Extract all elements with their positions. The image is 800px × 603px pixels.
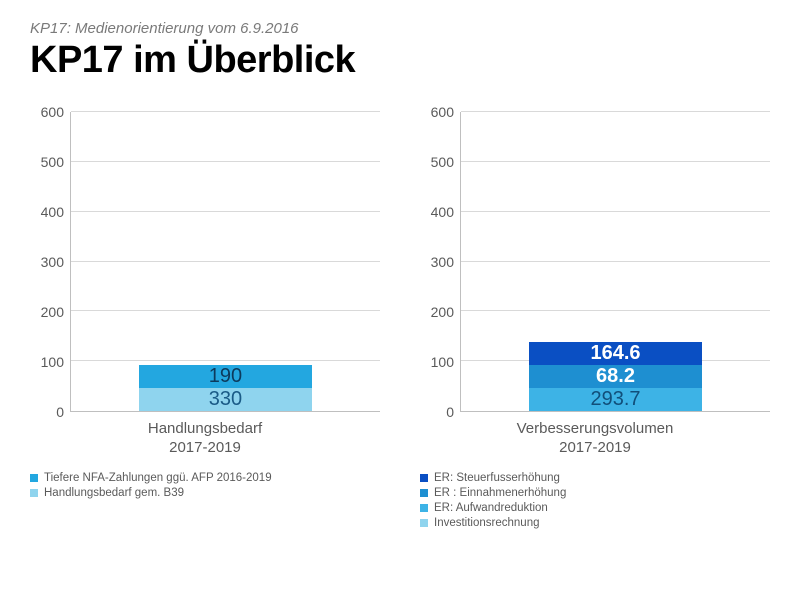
x-label-left-line1: Handlungsbedarf [148,420,262,437]
legend-label: ER : Einnahmenerhöhung [434,487,566,499]
grid-line [71,360,380,361]
y-tick: 400 [431,204,454,220]
grid-line [461,111,770,112]
y-tick: 600 [431,104,454,120]
x-label-right: Verbesserungsvolumen 2017-2019 [420,420,770,458]
grid-line [461,161,770,162]
grid-line [71,310,380,311]
bar-segment: 190 [139,365,312,388]
grid-line [71,211,380,212]
y-tick: 300 [431,254,454,270]
charts-row: 0100200300400500600 330190 Handlungsbeda… [30,112,770,532]
bar-stack: 330190 [139,365,312,411]
grid-line [71,111,380,112]
legend-swatch [420,474,428,482]
legend-item: ER : Einnahmenerhöhung [420,487,770,499]
plot-right: 293.768.2164.6 [460,112,770,412]
page-subtitle: KP17: Medienorientierung vom 6.9.2016 [30,20,770,37]
bar-segment-label: 68.2 [596,365,635,388]
y-tick: 400 [41,204,64,220]
y-tick: 0 [56,404,64,420]
grid-line [461,310,770,311]
chart-handlungsbedarf: 0100200300400500600 330190 Handlungsbeda… [30,112,380,532]
page-title: KP17 im Überblick [30,39,770,82]
legend-label: ER: Aufwandreduktion [434,502,548,514]
legend-label: ER: Steuerfusserhöhung [434,472,560,484]
legend-label: Handlungsbedarf gem. B39 [44,487,184,499]
bar-segment: 68.2 [529,365,702,388]
legend-swatch [420,504,428,512]
legend-label: Investitionsrechnung [434,517,539,529]
legend-item: Investitionsrechnung [420,517,770,529]
grid-line [461,261,770,262]
legend-item: ER: Aufwandreduktion [420,502,770,514]
grid-line [461,211,770,212]
plot-left: 330190 [70,112,380,412]
legend-label: Tiefere NFA-Zahlungen ggü. AFP 2016-2019 [44,472,272,484]
chart-verbesserungsvolumen: 0100200300400500600 293.768.2164.6 Verbe… [420,112,770,532]
y-tick: 100 [41,354,64,370]
bar-segment: 330 [139,388,312,411]
y-tick: 100 [431,354,454,370]
legend-swatch [420,519,428,527]
legend-swatch [30,489,38,497]
y-tick: 300 [41,254,64,270]
x-label-right-line2: 2017-2019 [559,439,631,456]
y-tick: 200 [431,304,454,320]
legend-left: Tiefere NFA-Zahlungen ggü. AFP 2016-2019… [30,472,380,499]
legend-item: Tiefere NFA-Zahlungen ggü. AFP 2016-2019 [30,472,380,484]
bar-segment: 164.6 [529,342,702,365]
y-tick: 200 [41,304,64,320]
y-tick: 0 [446,404,454,420]
legend-item: Handlungsbedarf gem. B39 [30,487,380,499]
y-axis-right: 0100200300400500600 [420,112,460,412]
x-label-left-line2: 2017-2019 [169,439,241,456]
x-label-left: Handlungsbedarf 2017-2019 [30,420,380,458]
y-tick: 500 [431,154,454,170]
bar-segment-label: 330 [209,388,242,411]
y-tick: 600 [41,104,64,120]
y-tick: 500 [41,154,64,170]
grid-line [71,261,380,262]
bar-segment-label: 293.7 [590,388,640,411]
legend-right: ER: Steuerfusserhöhung ER : Einnahmenerhö… [420,472,770,529]
legend-item: ER: Steuerfusserhöhung [420,472,770,484]
x-label-right-line1: Verbesserungsvolumen [517,420,674,437]
y-axis-left: 0100200300400500600 [30,112,70,412]
legend-swatch [30,474,38,482]
grid-line [71,161,380,162]
bar-segment-label: 164.6 [590,342,640,365]
bar-segment: 293.7 [529,388,702,411]
legend-swatch [420,489,428,497]
bar-stack: 293.768.2164.6 [529,342,702,411]
bar-segment-label: 190 [209,365,242,388]
